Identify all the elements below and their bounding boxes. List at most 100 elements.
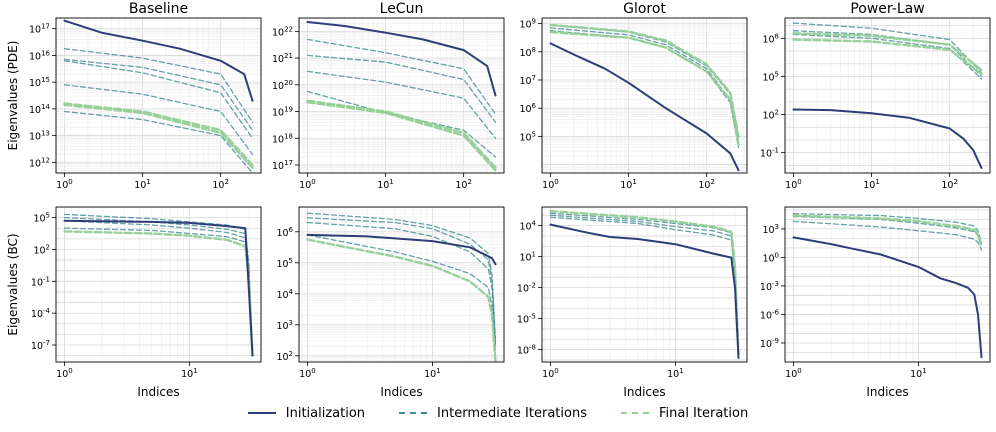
intermediate-line <box>792 215 983 247</box>
x-axis-label: Indices <box>137 385 179 399</box>
initialization-line <box>306 233 497 266</box>
y-tick-label: 10-8 <box>517 344 536 357</box>
y-tick-label: 102 <box>762 109 779 122</box>
initialization-line <box>549 223 740 359</box>
y-tick-label: 1013 <box>29 130 50 143</box>
initialization-line <box>792 108 983 169</box>
intermediate-line <box>306 221 497 351</box>
x-tick-label: 101 <box>134 178 151 191</box>
axes-frame <box>55 17 262 174</box>
y-tick-label: 1021 <box>272 52 293 65</box>
legend-item-intermediate: Intermediate Iterations <box>399 406 587 421</box>
legend-label-final: Final Iteration <box>658 405 749 421</box>
y-tick-label: 108 <box>762 32 779 45</box>
y-tick-label: 1018 <box>272 132 293 145</box>
subplot-2: 100 101 102 1017 1018 1019 1020 1021 1022 LeCun <box>272 1 505 191</box>
y-tick-label: 107 <box>519 74 536 87</box>
series-group <box>549 23 740 172</box>
final-line <box>792 38 983 76</box>
intermediate-line <box>306 54 497 123</box>
y-tick-label: 105 <box>762 70 779 83</box>
axes-frame <box>784 17 991 174</box>
y-tick-label: 1012 <box>29 156 50 169</box>
legend-swatch-final <box>620 412 649 414</box>
axes-frame <box>55 206 262 363</box>
final-line <box>549 209 740 355</box>
initialization-line <box>306 21 497 97</box>
y-tick-label: 108 <box>519 46 536 59</box>
x-tick-label: 102 <box>698 178 715 191</box>
x-tick-label: 100 <box>299 367 316 380</box>
y-tick-label: 106 <box>519 102 536 115</box>
legend-swatch-intermediate <box>399 412 428 414</box>
y-tick-label: 101 <box>519 251 536 264</box>
x-axis-label: Indices <box>866 385 908 399</box>
legend: Initialization Intermediate Iterations F… <box>0 400 996 426</box>
intermediate-line <box>63 84 254 155</box>
legend-item-initialization: Initialization <box>247 405 366 421</box>
legend-label-initialization: Initialization <box>285 405 366 421</box>
y-tick-label: 1017 <box>29 23 50 36</box>
y-tick-label: 104 <box>519 220 536 233</box>
intermediate-line <box>306 212 497 341</box>
final-line <box>306 238 497 362</box>
y-tick-label: 10-1 <box>760 147 779 160</box>
initialization-line <box>63 219 254 357</box>
intermediate-line <box>63 58 254 131</box>
y-tick-label: 1019 <box>272 106 293 119</box>
intermediate-line <box>63 213 254 356</box>
y-tick-label: 100 <box>762 251 779 264</box>
intermediate-line <box>306 38 497 115</box>
subplot-title: LeCun <box>380 1 424 17</box>
intermediate-line <box>792 213 983 244</box>
y-tick-label: 10-6 <box>760 308 780 321</box>
series-group <box>306 21 497 172</box>
legend-label-intermediate: Intermediate Iterations <box>437 405 587 421</box>
figure: 100 101 102 1012 1013 1014 1015 1016 1017 Baselin… <box>6 1 991 399</box>
final-line <box>549 30 740 147</box>
series-group <box>792 22 983 169</box>
final-line <box>306 99 497 169</box>
axes-frame <box>784 206 991 363</box>
intermediate-line <box>549 30 740 149</box>
x-axis-label: Indices <box>623 385 665 399</box>
subplot-6: 100 101 102 103 104 105 106 Indices <box>276 206 505 399</box>
final-line <box>63 102 254 167</box>
y-tick-label: 10-4 <box>31 307 51 320</box>
subplot-7: 100 101 10-8 10-5 10-2 101 104 Indices <box>517 206 748 399</box>
intermediate-line <box>63 227 254 356</box>
grid <box>785 18 990 173</box>
grid <box>56 18 261 173</box>
series-group <box>792 213 983 359</box>
y-tick-label: 102 <box>33 243 50 256</box>
y-tick-label: 103 <box>762 223 779 236</box>
x-tick-label: 102 <box>941 178 958 191</box>
y-axis-label: Eigenvalues (BC) <box>6 233 20 335</box>
x-tick-label: 101 <box>377 178 394 191</box>
legend-item-final: Final Iteration <box>620 405 749 421</box>
intermediate-line <box>306 70 497 139</box>
y-tick-label: 10-1 <box>31 275 50 288</box>
y-tick-label: 10-7 <box>31 339 50 352</box>
y-tick-label: 106 <box>276 226 293 239</box>
x-tick-label: 100 <box>299 178 316 191</box>
intermediate-line <box>549 27 740 143</box>
axes-frame <box>541 17 748 174</box>
intermediate-line <box>792 220 983 251</box>
y-tick-label: 1022 <box>272 25 293 38</box>
intermediate-line <box>549 216 740 356</box>
grid <box>299 18 504 173</box>
final-line <box>549 23 740 138</box>
final-line <box>306 100 497 172</box>
axes-frame <box>298 206 505 363</box>
y-tick-label: 103 <box>276 319 293 332</box>
subplot-4: 100 101 102 10-1 102 105 108 Power-Law <box>760 1 991 191</box>
initialization-line <box>792 236 983 359</box>
intermediate-line <box>306 90 497 158</box>
y-tick-label: 105 <box>33 212 50 225</box>
intermediate-line <box>792 33 983 80</box>
y-tick-label: 10-2 <box>517 282 536 295</box>
y-tick-label: 104 <box>276 288 293 301</box>
axes-frame <box>298 17 505 174</box>
intermediate-line <box>63 48 254 123</box>
